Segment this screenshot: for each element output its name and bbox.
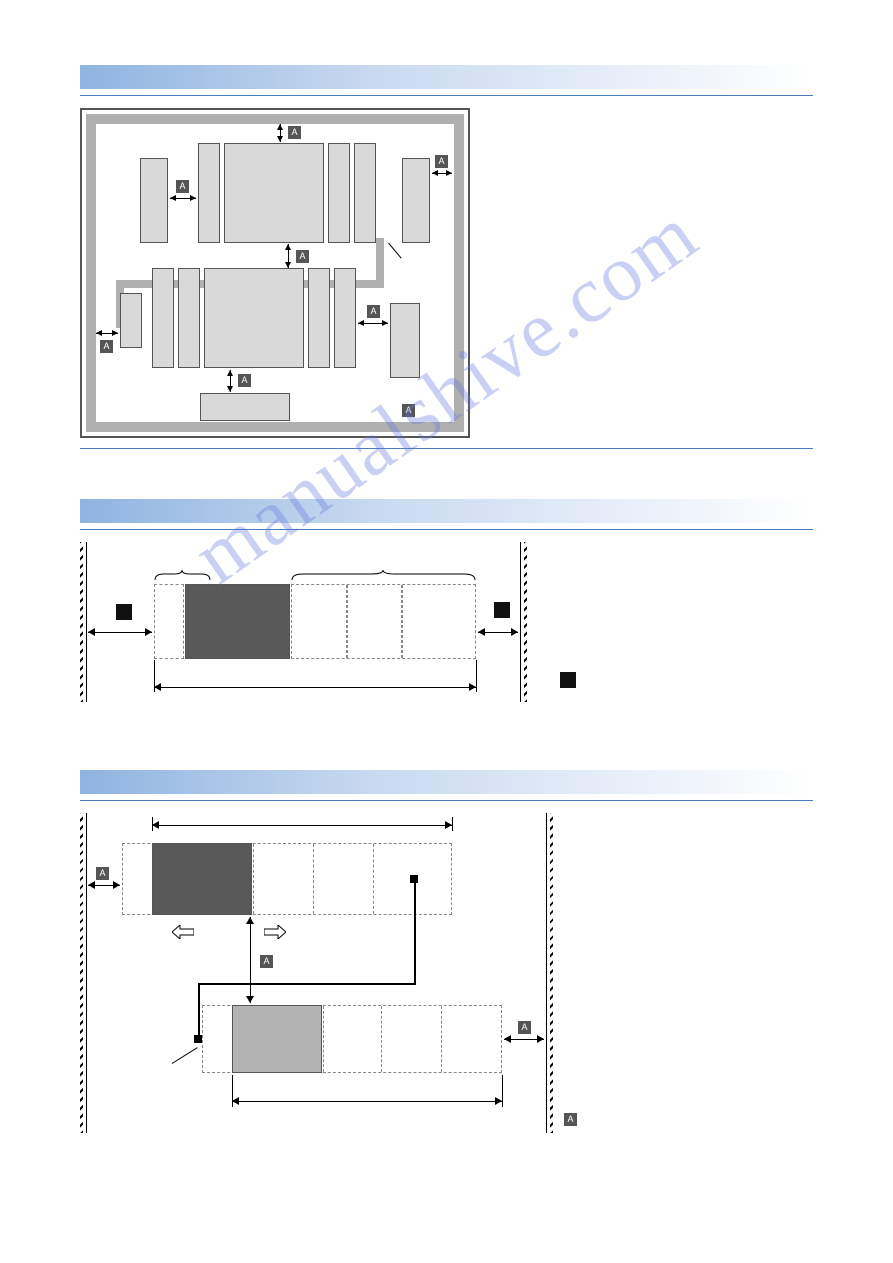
fig1-block: [334, 268, 356, 368]
fig3-clearance-arrow: [250, 917, 251, 1003]
fig1-block: [328, 143, 350, 243]
fig2-clearance-arrow: [88, 632, 152, 633]
page: A A A A A A A A: [80, 65, 813, 1143]
fig2-marker-square: [494, 602, 510, 618]
fig3-divider: [381, 1006, 382, 1072]
fig1-block: [224, 143, 324, 243]
fig2-dashed-left: [154, 584, 184, 659]
clearance-arrow: [170, 198, 196, 199]
clearance-arrow: [288, 244, 289, 268]
fig2-wall-left-line: [86, 542, 87, 702]
fig3-row1-main-unit: [152, 843, 252, 915]
fig3-row1-width-arrow: [152, 825, 452, 826]
fig1-block: [178, 268, 200, 368]
fig3-divider: [441, 1006, 442, 1072]
fig1-block: [204, 268, 304, 368]
hollow-arrow-left-icon: [172, 925, 194, 939]
fig2-brace-left: [154, 568, 211, 580]
clearance-label-a: A: [435, 155, 448, 168]
clearance-label-a: A: [100, 340, 113, 353]
fig3-lead-line: [172, 1047, 198, 1064]
fig2-main-unit: [185, 584, 290, 659]
fig2-clearance-arrow: [478, 632, 518, 633]
fig2-dashed-right: [291, 584, 476, 659]
fig3-pipe: [414, 879, 416, 985]
fig3-wall-left-hatch: [80, 813, 83, 1133]
clearance-arrow: [230, 370, 231, 392]
fig1-block: [140, 158, 168, 243]
clearance-label-a: A: [238, 374, 251, 387]
fig3-wall-right-hatch: [550, 813, 553, 1133]
fig3-pipe: [198, 983, 200, 1039]
fig1-caption-label: A: [402, 404, 415, 417]
fig1-block: [198, 143, 220, 243]
clearance-arrow: [280, 124, 281, 142]
fig2-wall-right-line: [520, 542, 521, 702]
section-heading-2: [80, 499, 813, 523]
fig2-divider: [346, 585, 348, 658]
clearance-arrow: [432, 173, 452, 174]
fig1-block: [308, 268, 330, 368]
fig2-wall-left-hatch: [80, 542, 83, 702]
section-rule-1: [80, 95, 813, 96]
clearance-arrow: [358, 323, 388, 324]
fig3-pipe: [198, 983, 416, 985]
fig1-block: [152, 268, 174, 368]
fig3-tick: [502, 1075, 503, 1107]
fig1-block: [120, 293, 142, 348]
section-rule-3: [80, 800, 813, 801]
fig3-row2-main-unit: [232, 1005, 322, 1073]
fig1-block: [200, 393, 290, 421]
fig3-pipe-endpoint: [194, 1035, 202, 1043]
fig3-wall-left-line: [86, 813, 87, 1133]
figure-3-two-rows: A A A A: [80, 813, 580, 1143]
fig3-caption-label: A: [564, 1113, 577, 1126]
fig2-marker-square: [116, 604, 132, 620]
fig3-divider: [373, 844, 374, 914]
fig3-divider: [313, 844, 314, 914]
section-heading-1: [80, 65, 813, 89]
fig3-clearance-arrow: [504, 1039, 544, 1040]
fig1-block: [390, 303, 420, 378]
fig1-block: [402, 158, 430, 243]
fig3-divider: [253, 844, 254, 914]
section-rule-2: [80, 529, 813, 530]
hollow-arrow-right-icon: [264, 925, 286, 939]
clearance-label-a: A: [518, 1021, 531, 1034]
figure-1-layout-overview: A A A A A A A A: [80, 108, 470, 438]
fig3-wall-right-line: [546, 813, 547, 1133]
fig3-row2-width-arrow: [232, 1101, 502, 1102]
fig2-divider: [401, 585, 403, 658]
fig3-clearance-arrow: [88, 885, 120, 886]
section-heading-3: [80, 770, 813, 794]
fig2-marker-square: [560, 672, 576, 688]
fig3-tick: [452, 817, 453, 831]
clearance-label-a: A: [260, 955, 273, 968]
fig2-width-arrow: [154, 687, 476, 688]
clearance-label-a: A: [367, 305, 380, 318]
fig2-brace-right: [291, 568, 476, 580]
fig2-wall-right-hatch: [524, 542, 527, 702]
fig3-divider: [323, 1006, 324, 1072]
clearance-label-a: A: [96, 867, 109, 880]
clearance-label-a: A: [288, 126, 301, 139]
figure-2-single-row: [80, 542, 580, 732]
fig1-block: [354, 143, 376, 243]
clearance-label-a: A: [296, 250, 309, 263]
fig2-tick: [476, 660, 477, 692]
clearance-label-a: A: [176, 180, 189, 193]
clearance-arrow: [96, 333, 118, 334]
